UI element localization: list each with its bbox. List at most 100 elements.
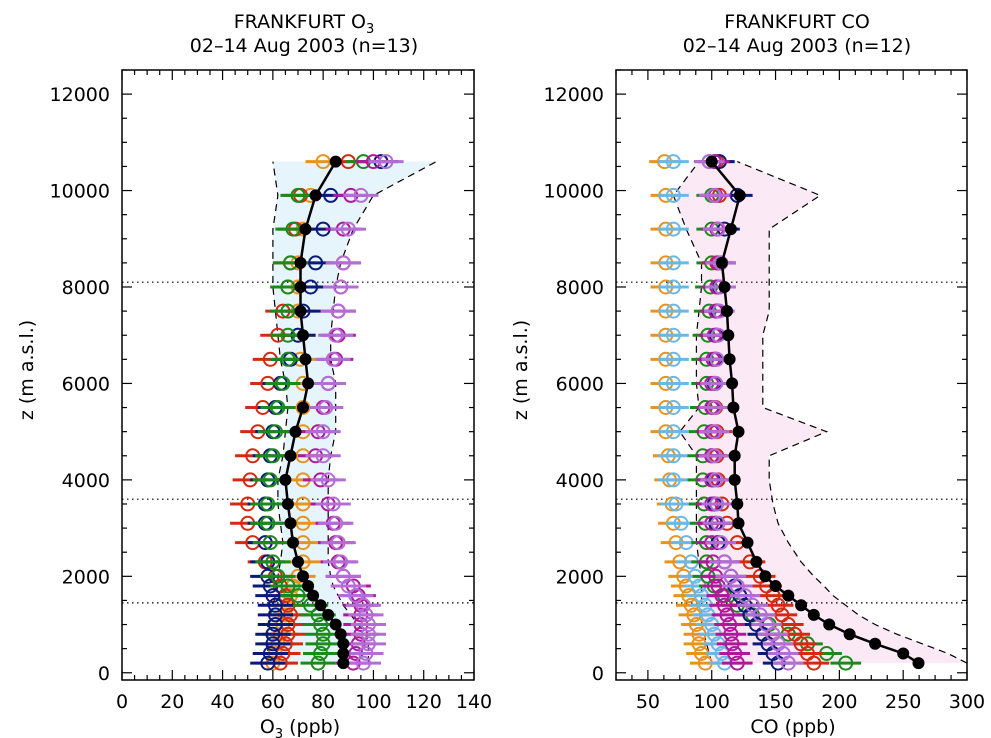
o3-mean-point (337, 637, 350, 650)
co-mean-point (715, 256, 728, 269)
co-mean-point (732, 517, 745, 530)
o3-mean-point (314, 599, 327, 612)
co-flight-point (668, 496, 684, 512)
o3-flight-point (358, 607, 374, 623)
o3-flight-point (267, 597, 283, 613)
co-flight-point (665, 472, 681, 488)
co-mean-point (759, 570, 772, 583)
o3-subtitle: 02–14 Aug 2003 (n=13) (190, 35, 418, 57)
co-mean-point (718, 281, 731, 293)
co-flight-point (752, 607, 768, 623)
o3-mean-point (329, 618, 342, 631)
co-flight-point (665, 375, 681, 391)
co-mean-point (769, 580, 782, 592)
o3-mean-point (294, 256, 307, 269)
o3-ytick-label: 8000 (62, 277, 110, 299)
o3-flight-point (260, 515, 276, 531)
o3-flight-point (310, 655, 326, 671)
co-flight-point (665, 279, 681, 295)
o3-flight-point (290, 588, 306, 604)
o3-mean-point (329, 155, 342, 168)
co-flight-point (665, 303, 681, 319)
o3-flight-point (330, 303, 346, 319)
o3-flight-point (360, 636, 376, 652)
co-flight-point (706, 448, 722, 464)
o3-flight-point (325, 351, 341, 367)
o3-mean-point (299, 223, 312, 236)
co-flight-point (717, 554, 732, 570)
o3-mean-point (297, 401, 309, 414)
co-mean-point (869, 637, 882, 650)
o3-xtick-label: 0 (116, 691, 128, 713)
co-xtick-label: 250 (885, 691, 921, 713)
co-flight-point (708, 375, 724, 391)
co-flight-point (729, 655, 745, 671)
co-ytick-label: 6000 (556, 373, 604, 395)
o3-flight-point (360, 626, 376, 642)
o3-flight-point (328, 515, 344, 531)
o3-ytick-label: 6000 (62, 373, 110, 395)
o3-flight-point (262, 472, 278, 488)
o3-flight-point (315, 448, 331, 464)
co-xlabel: CO (ppb) (750, 716, 835, 738)
o3-flight-point (260, 655, 276, 671)
o3-mean-point (294, 281, 307, 293)
o3-xtick-label: 40 (210, 691, 234, 713)
o3-flight-point (355, 597, 371, 613)
co-flight-point (709, 351, 725, 367)
o3-flight-point (265, 554, 281, 570)
co-mean-point (912, 657, 925, 670)
o3-flight-point (295, 496, 311, 512)
o3-flight-point (335, 255, 351, 271)
o3-xtick-label: 80 (311, 691, 335, 713)
co-xtick-label: 300 (949, 691, 985, 713)
co-range-upper-line (737, 161, 968, 664)
o3-flight-point (315, 626, 331, 642)
co-flight-point (719, 607, 735, 623)
co-mean-point (750, 555, 763, 568)
o3-mean-point (297, 329, 309, 342)
o3-mean-point (322, 608, 335, 621)
co-flight-point (665, 187, 681, 203)
co-mean-point (721, 305, 733, 318)
co-flight-point (714, 588, 730, 604)
o3-flight-point (320, 375, 336, 391)
co-flight-point (724, 636, 740, 652)
co-ytick-label: 0 (592, 663, 604, 685)
o3-flight-point (333, 554, 349, 570)
o3-mean-point (302, 377, 315, 390)
o3-flight-point (348, 588, 364, 604)
co-mean-point (705, 155, 718, 168)
o3-mean-point (337, 647, 350, 660)
o3-flight-point (378, 154, 394, 170)
co-mean-point (726, 377, 739, 390)
o3-xlabel: O3 (ppb) (260, 716, 340, 738)
o3-flight-point (265, 626, 281, 642)
o3-flight-point (265, 448, 281, 464)
co-mean-point (782, 589, 795, 602)
co-mean-point (731, 498, 744, 510)
co-mean-point (823, 618, 836, 631)
o3-mean-point (287, 536, 299, 549)
o3-mean-point (284, 517, 297, 530)
o3-flight-point (358, 646, 374, 661)
o3-flight-point (280, 327, 296, 343)
co-mean-point (795, 599, 808, 612)
co-flight-point (723, 626, 739, 642)
co-flight-point (665, 448, 681, 464)
o3-flight-point (267, 607, 283, 623)
co-mean-point (723, 353, 736, 366)
o3-mean-point (294, 305, 307, 318)
co-flight-point (706, 424, 722, 440)
co-ylabel: z (m a.s.l.) (510, 320, 532, 420)
o3-flight-point (360, 617, 376, 632)
o3-xtick-label: 120 (406, 691, 442, 713)
o3-flight-point (280, 279, 296, 295)
co-flight-point (737, 588, 753, 604)
o3-mean-point (279, 473, 292, 486)
co-flight-point (722, 617, 738, 632)
o3-flight-point (280, 303, 296, 319)
co-flight-point (706, 187, 722, 203)
o3-xtick-label: 20 (160, 691, 184, 713)
co-flight-point (710, 221, 726, 237)
